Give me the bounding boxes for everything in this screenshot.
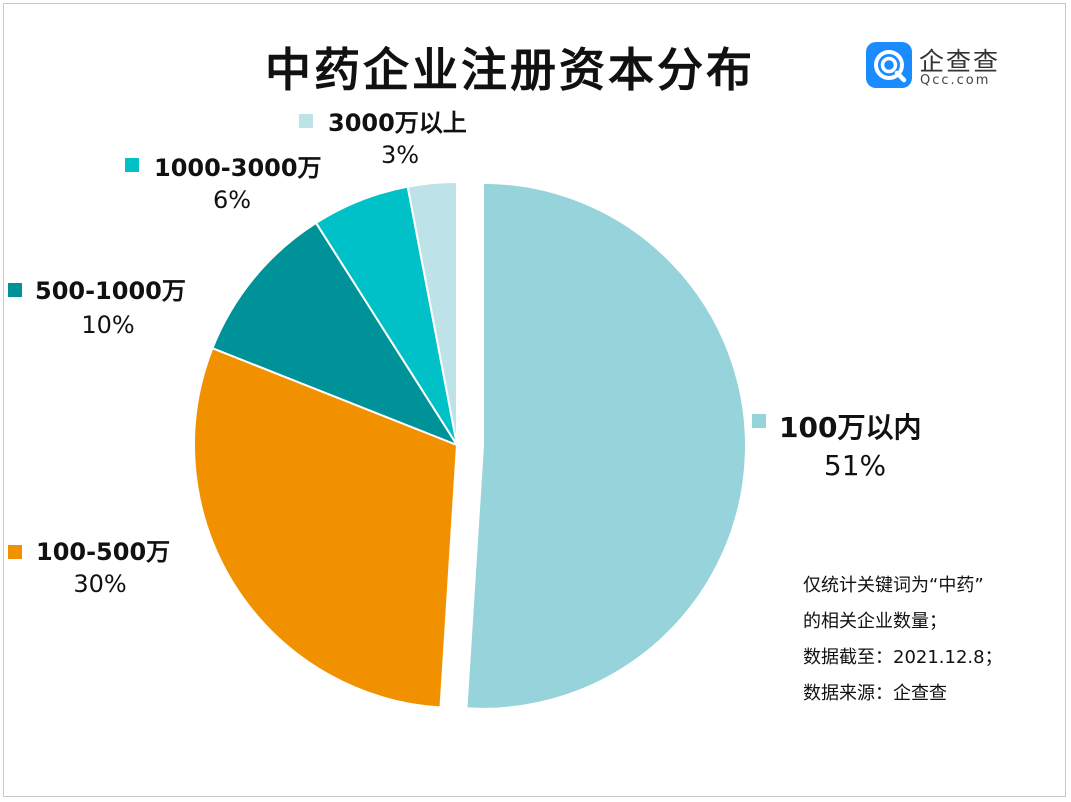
qcc-logo: 企查查 Qcc.com: [866, 42, 1006, 92]
slice-label: 500-1000万: [35, 277, 186, 305]
slice-value-label: 10%: [81, 311, 134, 339]
slice-value-label: 6%: [213, 186, 251, 214]
legend-swatch: [752, 414, 766, 428]
qcc-logo-domain: Qcc.com: [920, 73, 991, 88]
chart-notes: 仅统计关键词为“中药” 的相关企业数量； 数据截至：2021.12.8； 数据来…: [803, 568, 1053, 712]
legend-swatch: [299, 114, 313, 128]
note-line-4: 数据来源：企查查: [803, 683, 947, 704]
legend-swatch: [8, 545, 22, 559]
qcc-logo-name: 企查查: [919, 47, 1001, 76]
note-line-2: 的相关企业数量；: [803, 611, 947, 632]
slice-label: 1000-3000万: [154, 154, 322, 182]
slice-value-label: 3%: [381, 141, 419, 169]
note-line-3: 数据截至：2021.12.8；: [803, 647, 1003, 668]
slice-label: 100万以内: [779, 411, 921, 444]
pie-slice: [211, 221, 460, 448]
slice-value-label: 51%: [824, 449, 886, 482]
chart-title: 中药企业注册资本分布: [265, 43, 755, 97]
qcc-logo-icon: [866, 42, 912, 88]
pie-slice: [465, 181, 747, 710]
legend-swatch: [125, 158, 139, 172]
note-line-1: 仅统计关键词为“中药”: [803, 575, 984, 596]
legend-swatch: [8, 283, 22, 297]
pie-slice: [193, 346, 459, 709]
slice-value-label: 30%: [73, 570, 126, 598]
slice-label: 100-500万: [36, 538, 170, 566]
pie-slice: [406, 180, 458, 446]
slice-label: 3000万以上: [328, 109, 467, 137]
